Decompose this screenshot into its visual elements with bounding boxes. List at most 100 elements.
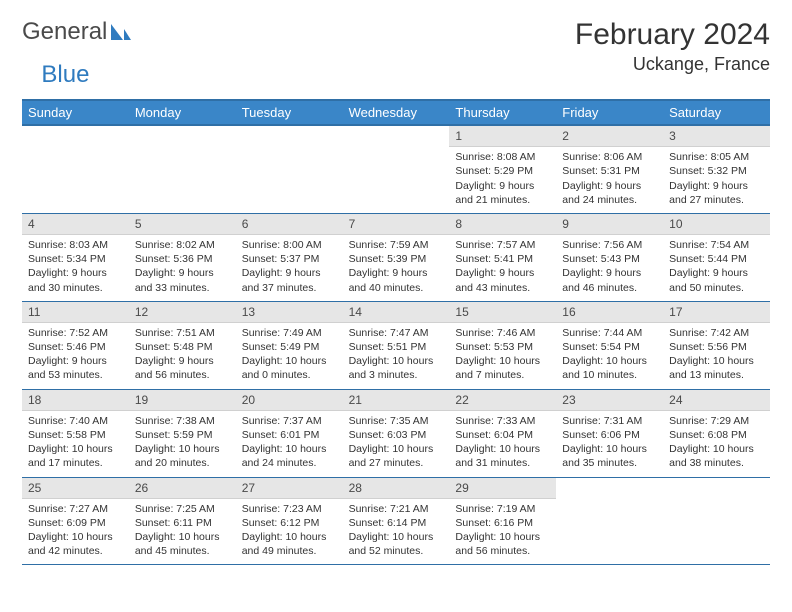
daylight-line2: and 38 minutes. (669, 456, 764, 470)
sunrise-text: Sunrise: 7:25 AM (135, 502, 230, 516)
day-body: Sunrise: 7:19 AMSunset: 6:16 PMDaylight:… (449, 499, 556, 565)
sunrise-text: Sunrise: 8:03 AM (28, 238, 123, 252)
calendar-cell: 21Sunrise: 7:35 AMSunset: 6:03 PMDayligh… (343, 390, 450, 478)
sunrise-text: Sunrise: 7:35 AM (349, 414, 444, 428)
sunset-text: Sunset: 6:12 PM (242, 516, 337, 530)
daylight-line1: Daylight: 9 hours (455, 179, 550, 193)
sunset-text: Sunset: 5:53 PM (455, 340, 550, 354)
sunset-text: Sunset: 5:48 PM (135, 340, 230, 354)
calendar-cell: 7Sunrise: 7:59 AMSunset: 5:39 PMDaylight… (343, 214, 450, 302)
sunset-text: Sunset: 6:09 PM (28, 516, 123, 530)
day-number: 13 (236, 302, 343, 323)
calendar-cell: 20Sunrise: 7:37 AMSunset: 6:01 PMDayligh… (236, 390, 343, 478)
daylight-line2: and 27 minutes. (349, 456, 444, 470)
sunrise-text: Sunrise: 7:56 AM (562, 238, 657, 252)
day-body: Sunrise: 8:00 AMSunset: 5:37 PMDaylight:… (236, 235, 343, 301)
calendar-cell: 22Sunrise: 7:33 AMSunset: 6:04 PMDayligh… (449, 390, 556, 478)
calendar-cell: 12Sunrise: 7:51 AMSunset: 5:48 PMDayligh… (129, 302, 236, 390)
daylight-line1: Daylight: 9 hours (562, 179, 657, 193)
sunrise-text: Sunrise: 7:49 AM (242, 326, 337, 340)
brand-part2: Blue (41, 61, 89, 89)
weekday-saturday: Saturday (663, 101, 770, 124)
day-body: Sunrise: 7:46 AMSunset: 5:53 PMDaylight:… (449, 323, 556, 389)
daylight-line1: Daylight: 10 hours (242, 442, 337, 456)
daylight-line1: Daylight: 9 hours (455, 266, 550, 280)
day-body: Sunrise: 7:40 AMSunset: 5:58 PMDaylight:… (22, 411, 129, 477)
sunrise-text: Sunrise: 8:02 AM (135, 238, 230, 252)
daylight-line2: and 53 minutes. (28, 368, 123, 382)
daylight-line1: Daylight: 10 hours (455, 442, 550, 456)
day-body: Sunrise: 7:49 AMSunset: 5:49 PMDaylight:… (236, 323, 343, 389)
day-number: 29 (449, 478, 556, 499)
day-number: 11 (22, 302, 129, 323)
daylight-line1: Daylight: 9 hours (669, 266, 764, 280)
day-body: Sunrise: 8:05 AMSunset: 5:32 PMDaylight:… (663, 147, 770, 213)
sail-icon (109, 22, 131, 42)
weekday-header: SundayMondayTuesdayWednesdayThursdayFrid… (22, 99, 770, 126)
sunrise-text: Sunrise: 7:54 AM (669, 238, 764, 252)
sunset-text: Sunset: 5:37 PM (242, 252, 337, 266)
calendar-cell-empty: . (236, 126, 343, 214)
sunrise-text: Sunrise: 7:47 AM (349, 326, 444, 340)
daylight-line2: and 31 minutes. (455, 456, 550, 470)
day-body: Sunrise: 7:54 AMSunset: 5:44 PMDaylight:… (663, 235, 770, 301)
sunset-text: Sunset: 6:03 PM (349, 428, 444, 442)
day-body: Sunrise: 8:08 AMSunset: 5:29 PMDaylight:… (449, 147, 556, 213)
day-body: Sunrise: 7:31 AMSunset: 6:06 PMDaylight:… (556, 411, 663, 477)
weekday-monday: Monday (129, 101, 236, 124)
daylight-line2: and 42 minutes. (28, 544, 123, 558)
day-body: Sunrise: 7:42 AMSunset: 5:56 PMDaylight:… (663, 323, 770, 389)
daylight-line1: Daylight: 10 hours (135, 530, 230, 544)
daylight-line1: Daylight: 9 hours (242, 266, 337, 280)
calendar-cell: 18Sunrise: 7:40 AMSunset: 5:58 PMDayligh… (22, 390, 129, 478)
day-number: 22 (449, 390, 556, 411)
daylight-line1: Daylight: 10 hours (28, 530, 123, 544)
brand-logo: General (22, 18, 131, 46)
day-number: 9 (556, 214, 663, 235)
day-number: 24 (663, 390, 770, 411)
sunset-text: Sunset: 5:59 PM (135, 428, 230, 442)
day-number: 5 (129, 214, 236, 235)
day-number: 4 (22, 214, 129, 235)
month-title: February 2024 (575, 18, 770, 52)
calendar-cell: 8Sunrise: 7:57 AMSunset: 5:41 PMDaylight… (449, 214, 556, 302)
sunrise-text: Sunrise: 7:40 AM (28, 414, 123, 428)
sunset-text: Sunset: 5:44 PM (669, 252, 764, 266)
daylight-line1: Daylight: 9 hours (28, 354, 123, 368)
day-number: 2 (556, 126, 663, 147)
sunset-text: Sunset: 5:43 PM (562, 252, 657, 266)
day-body: Sunrise: 7:59 AMSunset: 5:39 PMDaylight:… (343, 235, 450, 301)
daylight-line1: Daylight: 10 hours (242, 354, 337, 368)
daylight-line2: and 3 minutes. (349, 368, 444, 382)
calendar-cell-empty: . (343, 126, 450, 214)
day-number: 23 (556, 390, 663, 411)
daylight-line1: Daylight: 9 hours (349, 266, 444, 280)
location-title: Uckange, France (575, 54, 770, 75)
calendar-cell-empty: . (663, 478, 770, 566)
daylight-line2: and 20 minutes. (135, 456, 230, 470)
calendar-cell: 27Sunrise: 7:23 AMSunset: 6:12 PMDayligh… (236, 478, 343, 566)
daylight-line2: and 40 minutes. (349, 281, 444, 295)
calendar-cell: 16Sunrise: 7:44 AMSunset: 5:54 PMDayligh… (556, 302, 663, 390)
day-body: Sunrise: 8:06 AMSunset: 5:31 PMDaylight:… (556, 147, 663, 213)
daylight-line2: and 17 minutes. (28, 456, 123, 470)
day-number: 7 (343, 214, 450, 235)
sunset-text: Sunset: 6:14 PM (349, 516, 444, 530)
day-number: 25 (22, 478, 129, 499)
day-number: 18 (22, 390, 129, 411)
daylight-line2: and 46 minutes. (562, 281, 657, 295)
daylight-line1: Daylight: 10 hours (562, 442, 657, 456)
day-number: 1 (449, 126, 556, 147)
daylight-line1: Daylight: 10 hours (242, 530, 337, 544)
calendar-cell-empty: . (129, 126, 236, 214)
day-number: 12 (129, 302, 236, 323)
daylight-line1: Daylight: 9 hours (28, 266, 123, 280)
sunset-text: Sunset: 5:36 PM (135, 252, 230, 266)
calendar-cell: 1Sunrise: 8:08 AMSunset: 5:29 PMDaylight… (449, 126, 556, 214)
day-number: 27 (236, 478, 343, 499)
sunrise-text: Sunrise: 7:57 AM (455, 238, 550, 252)
day-number: 17 (663, 302, 770, 323)
calendar-cell-empty: . (22, 126, 129, 214)
sunrise-text: Sunrise: 7:19 AM (455, 502, 550, 516)
sunrise-text: Sunrise: 8:05 AM (669, 150, 764, 164)
